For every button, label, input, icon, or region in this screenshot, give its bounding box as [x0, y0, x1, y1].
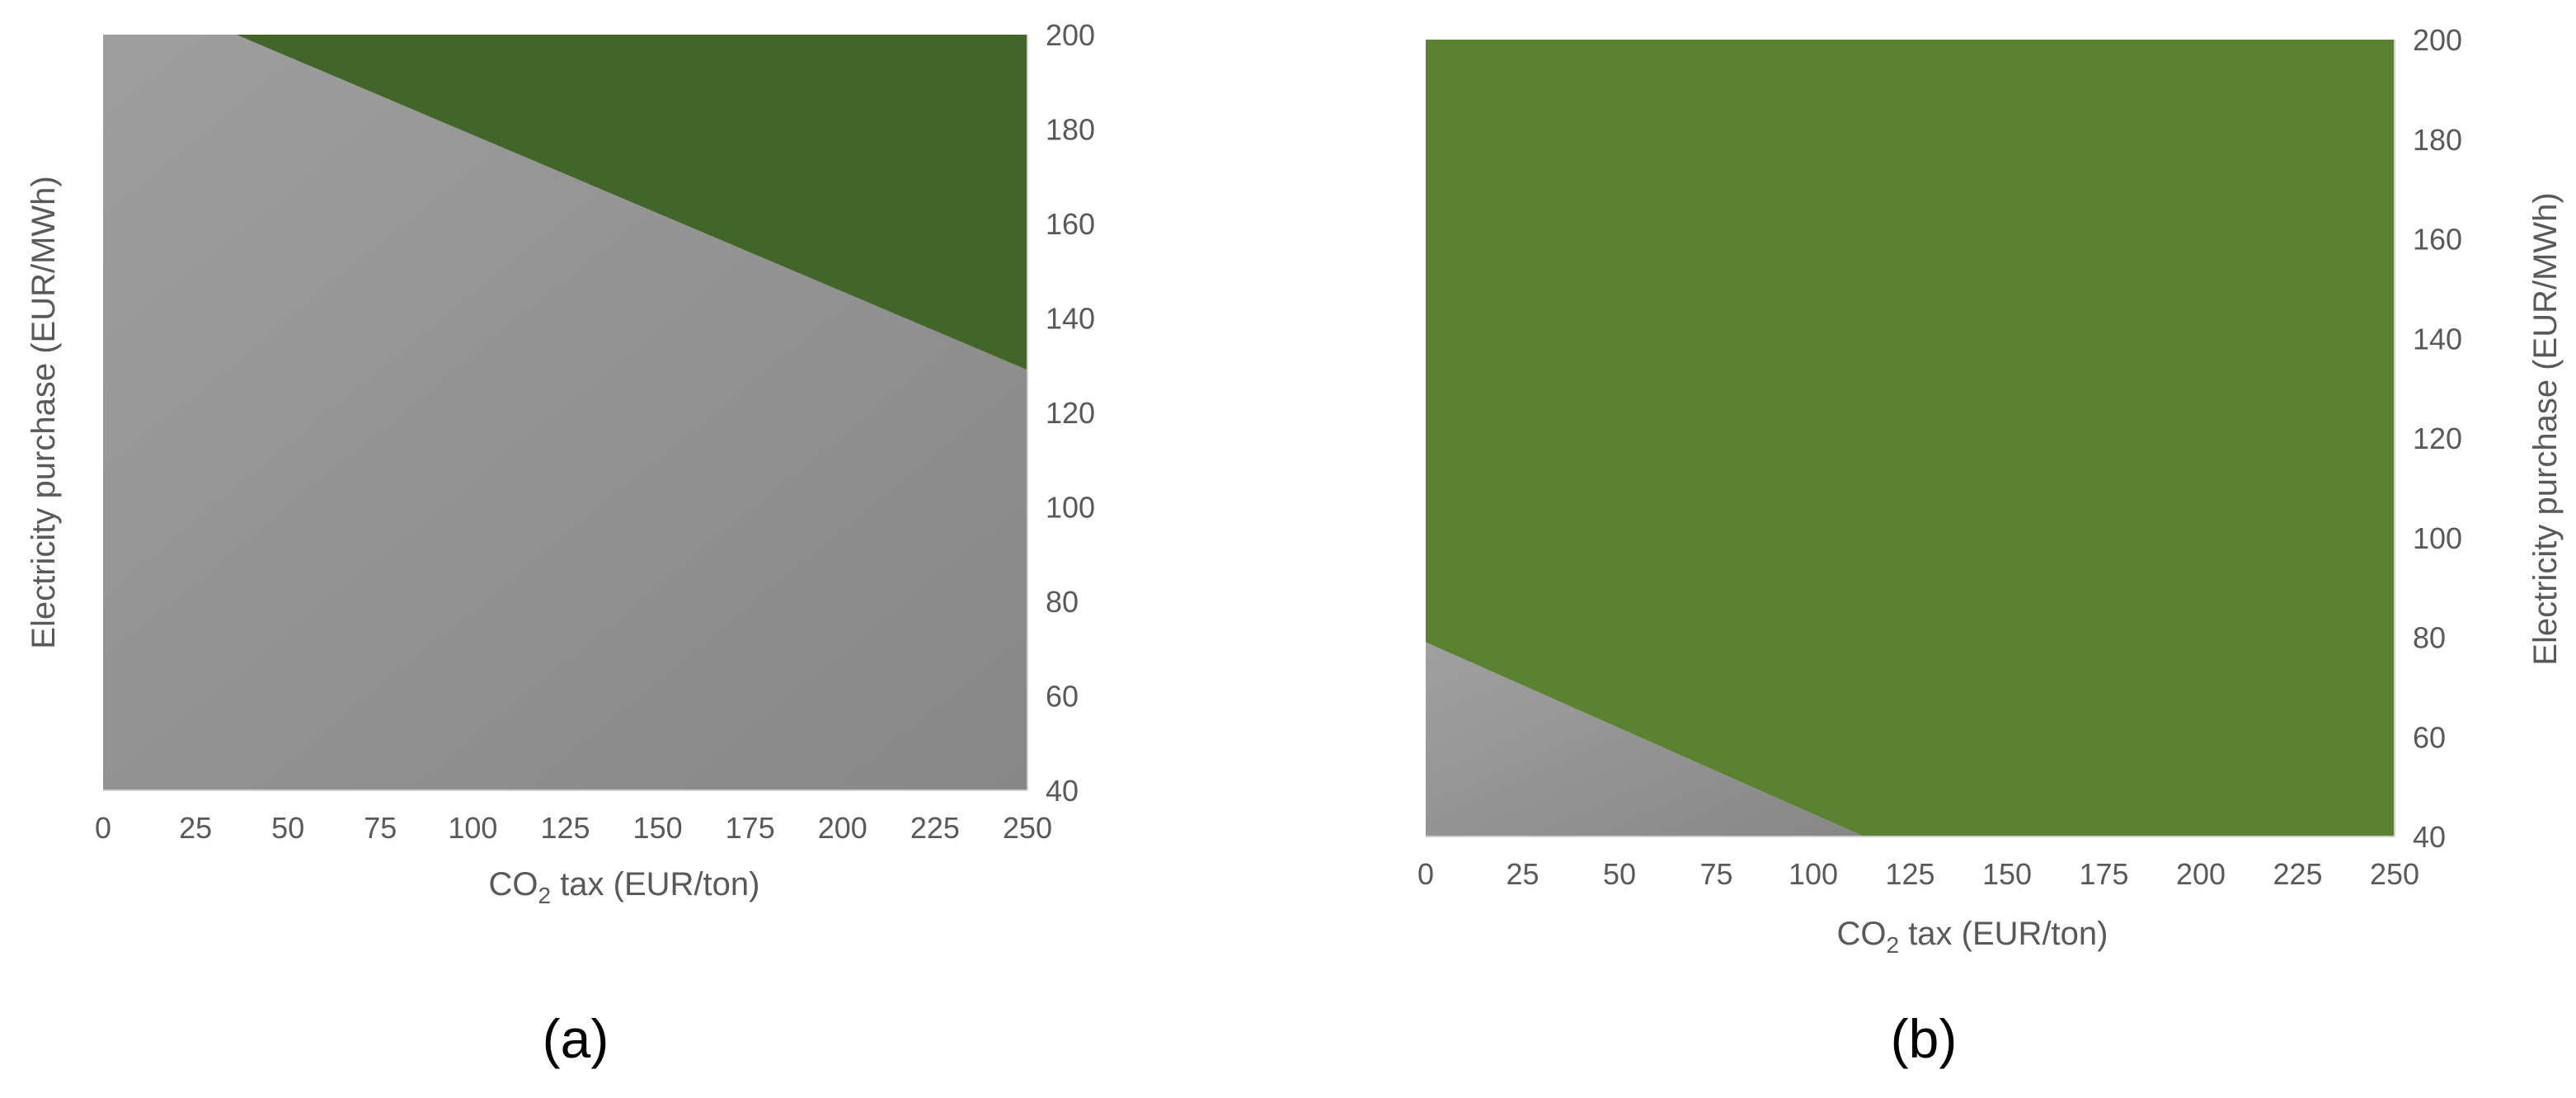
chart-panel-b: 0 25 50 75 100 125 150 175 200 225 250 200 180 160 14… — [1417, 23, 2564, 1069]
y-tick-label: 200 — [2413, 23, 2462, 57]
region-green-b — [1426, 40, 2395, 836]
y-tick-label: 200 — [1046, 18, 1095, 52]
contour-regions-a — [103, 35, 1027, 790]
y-tick-label: 100 — [2413, 521, 2462, 555]
x-tick-label: 75 — [1699, 857, 1732, 891]
y-tick-labels-a: 200 180 160 140 120 100 80 60 40 — [1046, 18, 1095, 808]
x-tick-label: 200 — [2176, 857, 2226, 891]
y-tick-label: 40 — [1046, 774, 1079, 808]
region-green-a — [236, 35, 1027, 370]
y-tick-label: 180 — [1046, 113, 1095, 147]
x-axis-label-b: CO2 tax (EUR/ton) — [1837, 916, 2108, 958]
x-tick-labels-a: 0 25 50 75 100 125 150 175 200 225 250 — [95, 811, 1052, 845]
x-tick-label: 0 — [95, 811, 111, 845]
x-tick-label: 100 — [448, 811, 497, 845]
panel-label-b: (b) — [1891, 1008, 1958, 1069]
region-gray-b — [1426, 642, 1864, 836]
x-tick-labels-b: 0 25 50 75 100 125 150 175 200 225 250 — [1417, 857, 2419, 891]
x-axis-label-a-suffix: tax (EUR/ton) — [551, 866, 759, 902]
panel-label-a: (a) — [543, 1008, 609, 1069]
x-tick-label: 125 — [540, 811, 590, 845]
x-tick-label: 50 — [271, 811, 304, 845]
y-tick-label: 180 — [2413, 123, 2462, 157]
x-tick-label: 150 — [633, 811, 683, 845]
x-tick-label: 25 — [1506, 857, 1539, 891]
x-tick-label: 100 — [1789, 857, 1838, 891]
y-tick-label: 160 — [2413, 223, 2462, 257]
y-tick-label: 80 — [2413, 621, 2446, 655]
x-tick-label: 175 — [2079, 857, 2128, 891]
y-tick-label: 100 — [1046, 491, 1095, 525]
x-axis-label-b-suffix: tax (EUR/ton) — [1899, 916, 2108, 952]
x-axis-label-b-sub: 2 — [1887, 932, 1900, 958]
y-axis-label-b: Electricity purchase (EUR/MWh) — [2527, 192, 2564, 665]
x-tick-label: 150 — [1982, 857, 2032, 891]
y-tick-label: 120 — [1046, 396, 1095, 430]
x-tick-label: 50 — [1603, 857, 1636, 891]
x-axis-label-a-prefix: CO — [489, 866, 538, 902]
y-tick-label: 80 — [1046, 585, 1079, 619]
x-tick-label: 250 — [1003, 811, 1052, 845]
contour-regions-b — [1426, 40, 2395, 836]
x-tick-label: 75 — [364, 811, 397, 845]
y-tick-label: 60 — [2413, 720, 2446, 754]
region-gray-a — [103, 35, 1027, 790]
y-tick-label: 120 — [2413, 422, 2462, 455]
x-tick-label: 0 — [1417, 857, 1434, 891]
y-tick-label: 140 — [1046, 302, 1095, 336]
y-tick-label: 160 — [1046, 207, 1095, 241]
x-tick-label: 225 — [2273, 857, 2322, 891]
x-tick-label: 200 — [818, 811, 867, 845]
x-tick-label: 25 — [179, 811, 212, 845]
y-tick-label: 140 — [2413, 322, 2462, 356]
x-axis-label-b-prefix: CO — [1837, 916, 1887, 952]
y-axis-label-a: Electricity purchase (EUR/MWh) — [26, 176, 62, 648]
y-tick-label: 40 — [2413, 820, 2446, 854]
y-tick-label: 60 — [1046, 680, 1079, 714]
x-tick-label: 175 — [726, 811, 775, 845]
y-tick-labels-b: 200 180 160 140 120 100 80 60 40 — [2413, 23, 2462, 854]
x-tick-label: 125 — [1885, 857, 1934, 891]
x-axis-label-a-sub: 2 — [538, 883, 552, 908]
x-tick-label: 225 — [910, 811, 960, 845]
chart-panel-a: 0 25 50 75 100 125 150 175 200 225 250 200 180 160 14… — [26, 18, 1095, 1069]
x-tick-label: 250 — [2370, 857, 2419, 891]
x-axis-label-a: CO2 tax (EUR/ton) — [489, 866, 760, 908]
